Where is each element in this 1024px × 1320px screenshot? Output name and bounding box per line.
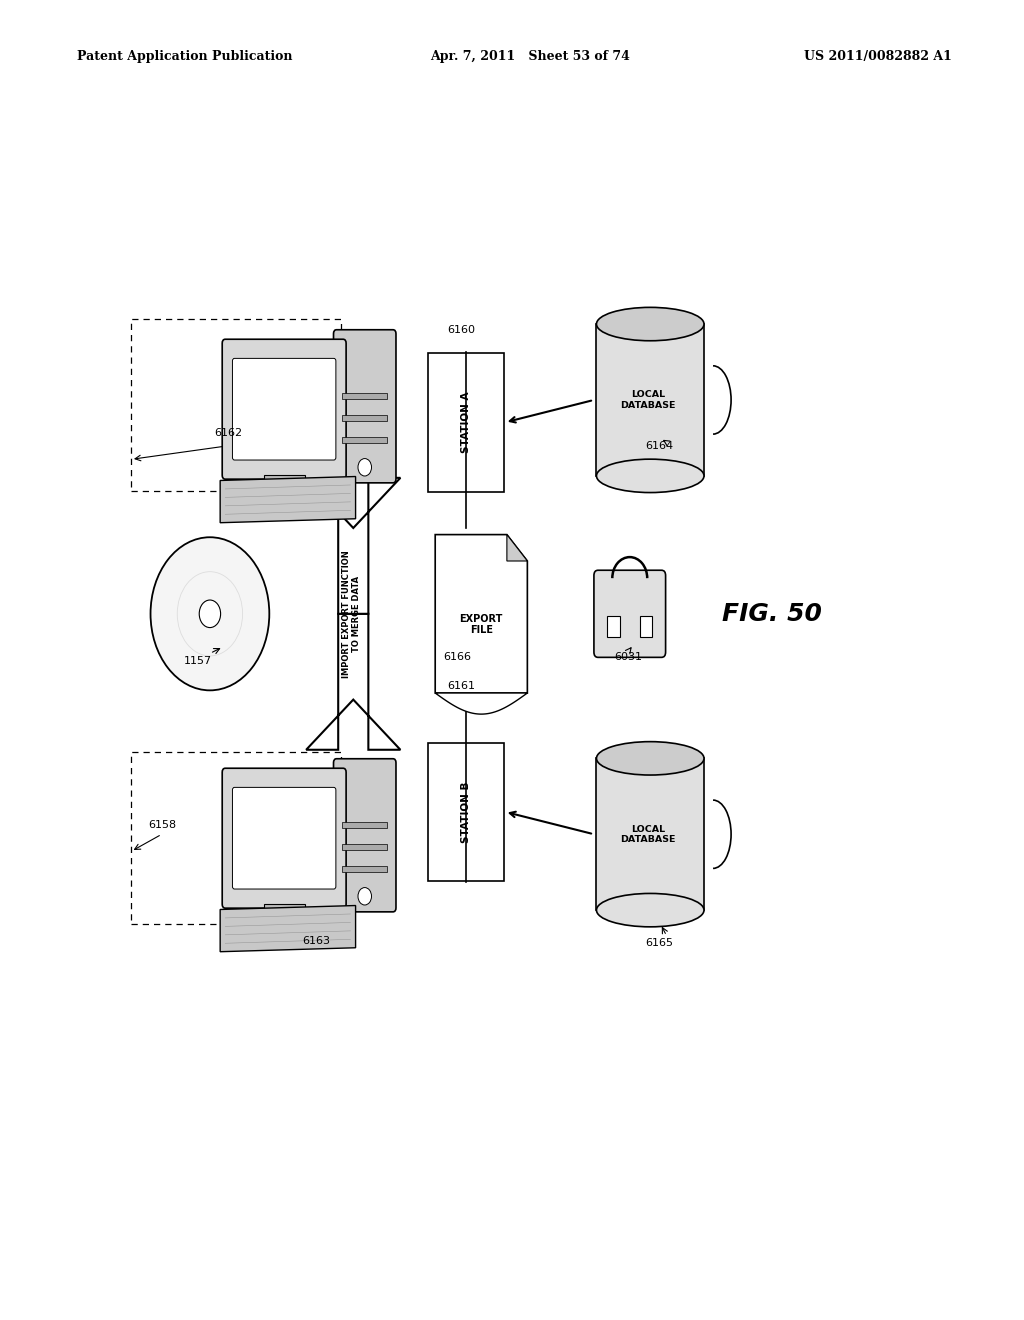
Bar — [342, 393, 387, 399]
Text: FIG. 50: FIG. 50 — [722, 602, 822, 626]
Bar — [131, 319, 341, 491]
Text: 6165: 6165 — [645, 939, 673, 949]
Text: STATION B: STATION B — [461, 781, 471, 842]
Text: 6158: 6158 — [148, 820, 176, 830]
Bar — [255, 920, 313, 928]
Bar — [596, 758, 705, 911]
FancyBboxPatch shape — [232, 787, 336, 890]
Bar — [342, 866, 387, 871]
Bar — [342, 414, 387, 421]
Bar — [640, 616, 652, 636]
Bar — [342, 843, 387, 850]
Text: 6162: 6162 — [214, 428, 242, 438]
Text: 6166: 6166 — [443, 652, 471, 663]
Circle shape — [151, 537, 269, 690]
Polygon shape — [306, 478, 400, 614]
Text: Apr. 7, 2011   Sheet 53 of 74: Apr. 7, 2011 Sheet 53 of 74 — [430, 50, 630, 63]
Text: LOCAL
DATABASE: LOCAL DATABASE — [621, 825, 676, 843]
Bar — [263, 904, 305, 920]
Circle shape — [200, 601, 220, 627]
Polygon shape — [435, 693, 527, 714]
Bar — [428, 352, 505, 491]
Text: 1157: 1157 — [184, 656, 212, 667]
Polygon shape — [507, 535, 527, 561]
Bar — [428, 742, 505, 882]
Ellipse shape — [596, 308, 705, 341]
Polygon shape — [435, 535, 527, 693]
Text: 6160: 6160 — [447, 325, 475, 335]
Text: 6164: 6164 — [645, 441, 673, 451]
Bar — [255, 491, 313, 499]
Text: EXPORT
FILE: EXPORT FILE — [460, 614, 503, 635]
Text: Patent Application Publication: Patent Application Publication — [77, 50, 292, 63]
FancyBboxPatch shape — [232, 359, 336, 461]
Ellipse shape — [596, 459, 705, 492]
Ellipse shape — [596, 742, 705, 775]
Text: 6031: 6031 — [614, 652, 642, 663]
Text: US 2011/0082882 A1: US 2011/0082882 A1 — [805, 50, 952, 63]
Bar — [607, 616, 620, 636]
Bar — [131, 752, 341, 924]
Circle shape — [358, 458, 372, 477]
Polygon shape — [220, 906, 355, 952]
Text: IMPORT EXPORT FUNCTION
TO MERGE DATA: IMPORT EXPORT FUNCTION TO MERGE DATA — [342, 550, 360, 677]
FancyBboxPatch shape — [222, 768, 346, 908]
Bar — [596, 325, 705, 477]
FancyBboxPatch shape — [222, 339, 346, 479]
Polygon shape — [220, 477, 355, 523]
FancyBboxPatch shape — [594, 570, 666, 657]
Text: 6161: 6161 — [447, 681, 475, 692]
Polygon shape — [306, 614, 400, 750]
Bar — [342, 437, 387, 442]
Bar — [263, 475, 305, 491]
Text: LOCAL
DATABASE: LOCAL DATABASE — [621, 391, 676, 409]
FancyBboxPatch shape — [334, 759, 396, 912]
Text: STATION A: STATION A — [461, 392, 471, 453]
Circle shape — [358, 887, 372, 906]
Bar — [342, 822, 387, 828]
FancyBboxPatch shape — [334, 330, 396, 483]
Text: 6163: 6163 — [302, 936, 330, 946]
Ellipse shape — [596, 894, 705, 927]
